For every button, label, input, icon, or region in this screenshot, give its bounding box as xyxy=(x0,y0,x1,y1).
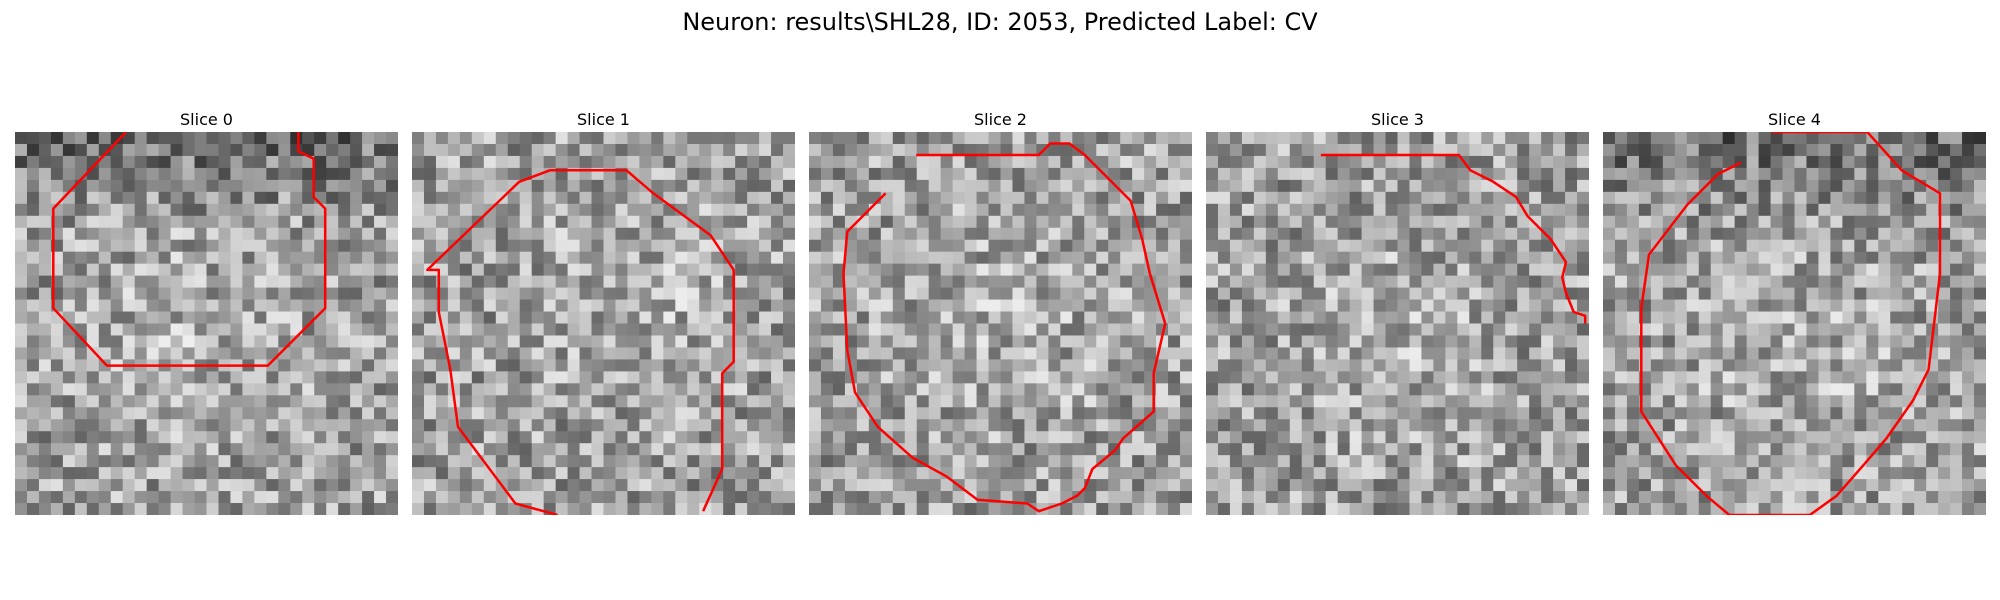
cell-contour xyxy=(1320,153,1587,324)
slice-title: Slice 4 xyxy=(1768,110,1821,129)
slice-panel: Slice 0 xyxy=(15,108,398,515)
cell-contour xyxy=(842,142,1167,513)
slice-panel: Slice 2 xyxy=(809,108,1192,515)
slice-panel: Slice 4 xyxy=(1603,108,1986,515)
slice-title: Slice 0 xyxy=(180,110,233,129)
slice-title: Slice 3 xyxy=(1371,110,1424,129)
figure-title: Neuron: results\SHL28, ID: 2053, Predict… xyxy=(682,8,1318,36)
slice-image xyxy=(809,132,1192,515)
cell-contour xyxy=(426,169,735,515)
slice-image xyxy=(1603,132,1986,515)
slice-image xyxy=(1206,132,1589,515)
slice-panel: Slice 1 xyxy=(412,108,795,515)
cell-contour xyxy=(1640,132,1942,515)
slice-title: Slice 1 xyxy=(577,110,630,129)
slice-title: Slice 2 xyxy=(974,110,1027,129)
slice-image xyxy=(412,132,795,515)
slice-panel: Slice 3 xyxy=(1206,108,1589,515)
slice-image xyxy=(15,132,398,515)
cell-contour xyxy=(52,132,327,367)
